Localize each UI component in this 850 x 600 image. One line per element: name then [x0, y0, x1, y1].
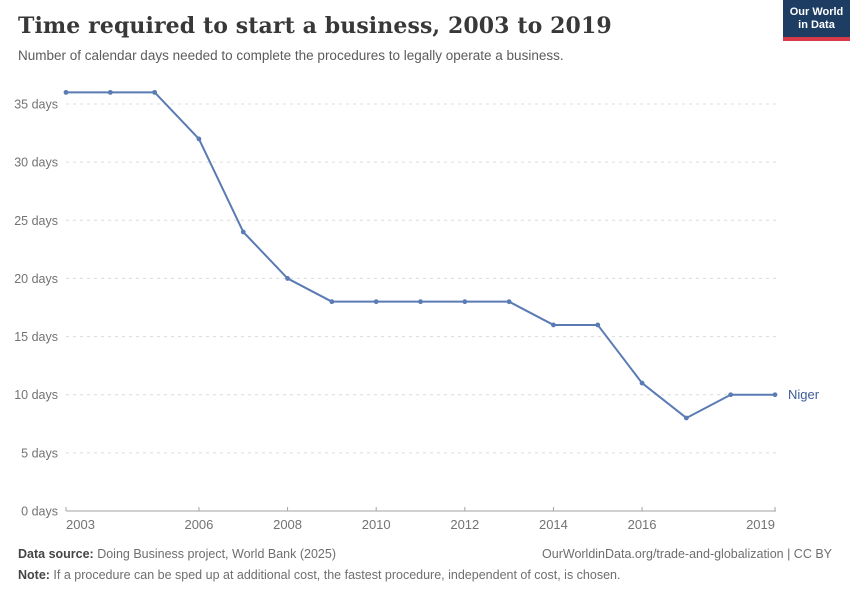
x-tick-label: 2008 — [273, 517, 302, 532]
x-tick-label: 2006 — [184, 517, 213, 532]
note-line: Note: If a procedure can be sped up at a… — [18, 567, 832, 583]
data-point — [196, 136, 202, 142]
y-tick-label: 35 days — [14, 98, 58, 112]
data-point — [63, 89, 69, 95]
data-point — [240, 229, 246, 235]
data-point — [152, 89, 158, 95]
data-point — [373, 299, 379, 305]
data-point — [285, 276, 290, 281]
chart-header: Time required to start a business, 2003 … — [18, 13, 838, 64]
data-point — [462, 299, 468, 305]
y-tick-label: 15 days — [14, 330, 58, 344]
x-tick-label: 2014 — [539, 517, 568, 532]
note-label: Note: — [18, 568, 50, 582]
y-tick-label: 30 days — [14, 156, 58, 170]
data-source-line: Data source: Doing Business project, Wor… — [18, 546, 336, 562]
data-point — [329, 299, 335, 305]
data-point — [506, 299, 512, 305]
data-line — [66, 91, 775, 419]
page-title: Time required to start a business, 2003 … — [18, 13, 612, 39]
x-tick-label: 2016 — [628, 517, 657, 532]
x-tick-label: 2012 — [450, 517, 479, 532]
y-tick-label: 25 days — [14, 214, 58, 228]
data-source-label: Data source: — [18, 547, 94, 561]
data-point — [639, 380, 645, 386]
y-tick-label: 5 days — [21, 446, 58, 460]
line-chart[interactable]: 0 days 5 days 10 days 15 days 20 days 25 days… — [0, 70, 850, 540]
y-tick-label: 20 days — [14, 272, 58, 286]
data-point — [418, 299, 423, 305]
y-tick-label: 0 days — [21, 505, 58, 519]
note-text: If a procedure can be sped up at additio… — [49, 568, 621, 582]
y-tick-label: 10 days — [14, 388, 58, 402]
data-point — [683, 415, 689, 421]
data-point — [595, 322, 601, 328]
attribution-text: OurWorldinData.org/trade-and-globalizati… — [542, 547, 832, 561]
series-end-label: Niger — [788, 387, 820, 402]
data-source-text: Doing Business project, World Bank (2025… — [93, 547, 336, 561]
x-tick-label: 2019 — [746, 517, 775, 532]
chart-subtitle: Number of calendar days needed to comple… — [18, 48, 564, 63]
data-point — [772, 392, 778, 398]
data-point — [107, 89, 113, 95]
x-tick-label: 2003 — [66, 517, 95, 532]
owid-logo-line2: in Data — [798, 19, 835, 31]
owid-logo[interactable]: Our World in Data — [783, 0, 850, 41]
x-tick-label: 2010 — [362, 517, 391, 532]
data-point — [728, 392, 734, 398]
data-point — [551, 322, 556, 328]
owid-logo-line1: Our World — [789, 6, 844, 18]
chart-footer: Data source: Doing Business project, Wor… — [18, 546, 832, 583]
